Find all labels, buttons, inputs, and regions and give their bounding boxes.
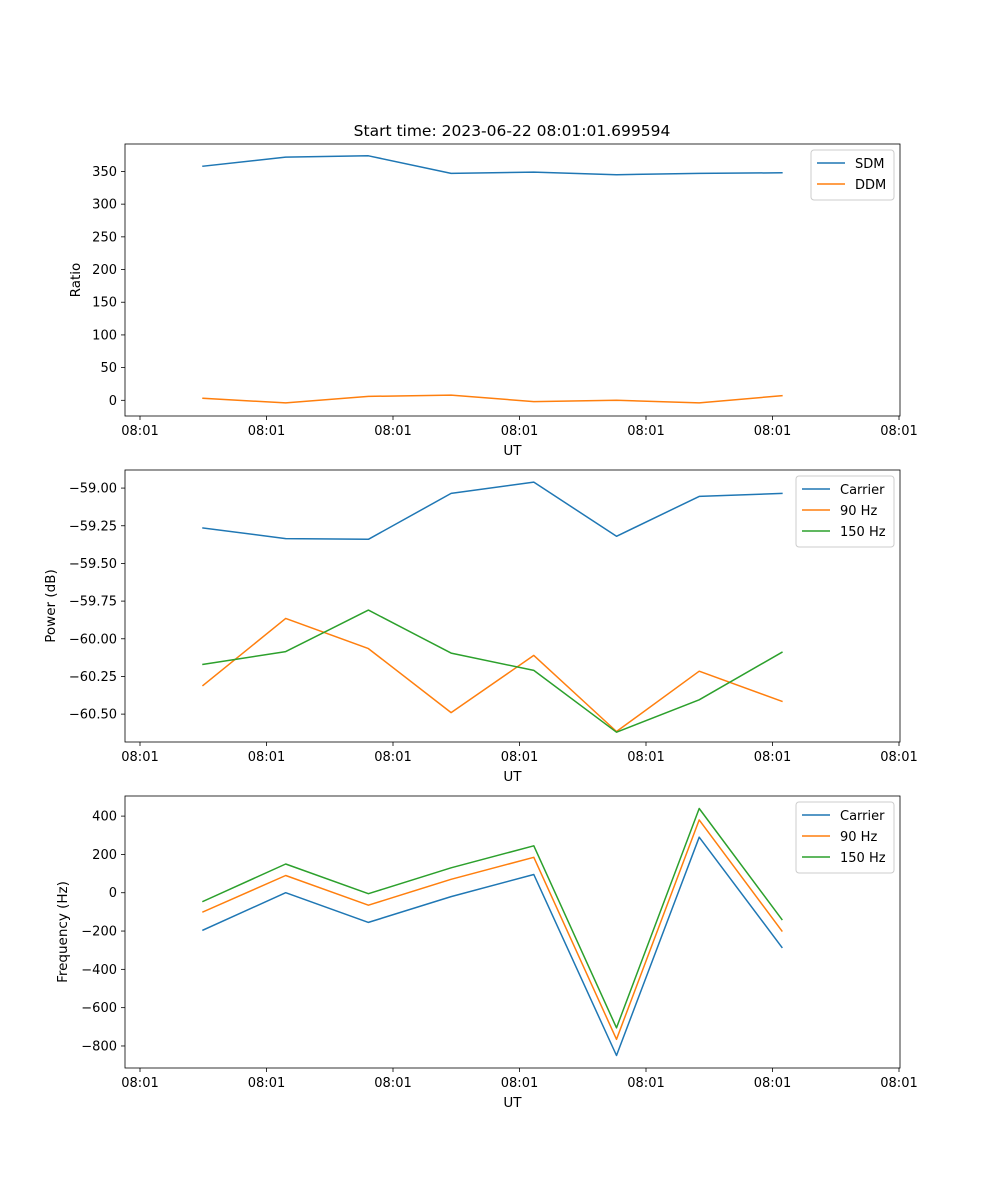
series-line-carrier <box>202 481 783 541</box>
y-tick-label: −59.25 <box>69 519 117 534</box>
y-tick-label: −200 <box>81 925 117 940</box>
x-tick-label: 08:01 <box>248 750 285 765</box>
y-tick-label: 250 <box>92 230 117 245</box>
x-tick-label: 08:01 <box>880 750 917 765</box>
axes-frame <box>124 143 901 417</box>
x-axis-label: UT <box>503 443 522 459</box>
y-axis-label: Frequency (Hz) <box>55 881 71 983</box>
x-tick-label: 08:01 <box>121 1076 158 1091</box>
x-tick-label: 08:01 <box>121 750 158 765</box>
legend: Carrier 90 Hz 150 Hz <box>795 475 895 548</box>
y-tick-label: 400 <box>92 810 117 825</box>
x-tick-label: 08:01 <box>627 750 664 765</box>
legend-label-carrier: Carrier <box>840 809 885 824</box>
series-line-ddm <box>202 394 783 404</box>
legend-label-90-hz: 90 Hz <box>840 504 877 519</box>
x-tick-label: 08:01 <box>374 1076 411 1091</box>
x-tick-label: 08:01 <box>501 750 538 765</box>
x-tick-label: 08:01 <box>754 1076 791 1091</box>
y-tick-label: −800 <box>81 1039 117 1054</box>
x-tick-label: 08:01 <box>248 1076 285 1091</box>
x-tick-label: 08:01 <box>754 424 791 439</box>
y-tick-label: 150 <box>92 296 117 311</box>
y-tick-label: 300 <box>92 198 117 213</box>
x-tick-label: 08:01 <box>248 424 285 439</box>
y-tick-label: 350 <box>92 165 117 180</box>
x-tick-label: 08:01 <box>880 1076 917 1091</box>
y-tick-label: 200 <box>92 263 117 278</box>
legend-label-150-hz: 150 Hz <box>840 525 886 540</box>
y-tick-label: 200 <box>92 848 117 863</box>
x-tick-label: 08:01 <box>501 1076 538 1091</box>
y-tick-label: −600 <box>81 1001 117 1016</box>
legend: Carrier 90 Hz 150 Hz <box>795 801 895 874</box>
x-axis-label: UT <box>503 769 522 785</box>
power-panel: 08:0108:0108:0108:0108:0108:0108:0108:02… <box>43 469 918 785</box>
legend-label-90-hz: 90 Hz <box>840 830 877 845</box>
axes-frame <box>124 469 901 743</box>
series-line-carrier <box>202 836 783 1057</box>
x-tick-label: 08:01 <box>501 424 538 439</box>
y-tick-label: −60.25 <box>69 670 117 685</box>
x-tick-label: 08:01 <box>627 424 664 439</box>
legend: SDM DDM <box>810 149 895 201</box>
y-tick-label: 50 <box>100 361 117 376</box>
ratio-panel: 08:0108:0108:0108:0108:0108:0108:0108:02… <box>68 143 918 459</box>
y-tick-label: −59.50 <box>69 557 117 572</box>
legend-box <box>795 801 895 874</box>
series-line-90-hz <box>201 617 783 733</box>
frequency-panel: 08:0108:0108:0108:0108:0108:0108:0108:02… <box>55 795 918 1111</box>
series-line-150-hz <box>202 609 783 733</box>
legend-box <box>795 475 895 548</box>
y-axis-label: Power (dB) <box>43 569 59 642</box>
y-tick-label: −400 <box>81 963 117 978</box>
legend-label-carrier: Carrier <box>840 483 885 498</box>
x-axis-label: UT <box>503 1095 522 1111</box>
y-tick-label: 0 <box>109 886 117 901</box>
legend-label-ddm: DDM <box>855 178 886 193</box>
figure-title: Start time: 2023-06-22 08:01:01.699594 <box>354 122 671 140</box>
x-tick-label: 08:01 <box>121 424 158 439</box>
series-line-90-hz <box>202 819 783 1041</box>
y-tick-label: −59.75 <box>69 595 117 610</box>
x-tick-label: 08:01 <box>374 424 411 439</box>
y-tick-label: 100 <box>92 328 117 343</box>
series-line-150-hz <box>202 807 783 1029</box>
x-tick-label: 08:01 <box>754 750 791 765</box>
x-tick-label: 08:01 <box>374 750 411 765</box>
y-tick-label: −60.50 <box>69 708 117 723</box>
y-tick-label: −60.00 <box>69 632 117 647</box>
x-tick-label: 08:01 <box>880 424 917 439</box>
legend-label-150-hz: 150 Hz <box>840 851 886 866</box>
x-tick-label: 08:01 <box>627 1076 664 1091</box>
y-tick-label: −59.00 <box>69 482 117 497</box>
y-axis-label: Ratio <box>68 263 84 298</box>
series-line-sdm <box>202 155 783 176</box>
y-tick-label: 0 <box>109 394 117 409</box>
axes-frame <box>124 795 901 1069</box>
legend-label-sdm: SDM <box>855 157 884 172</box>
